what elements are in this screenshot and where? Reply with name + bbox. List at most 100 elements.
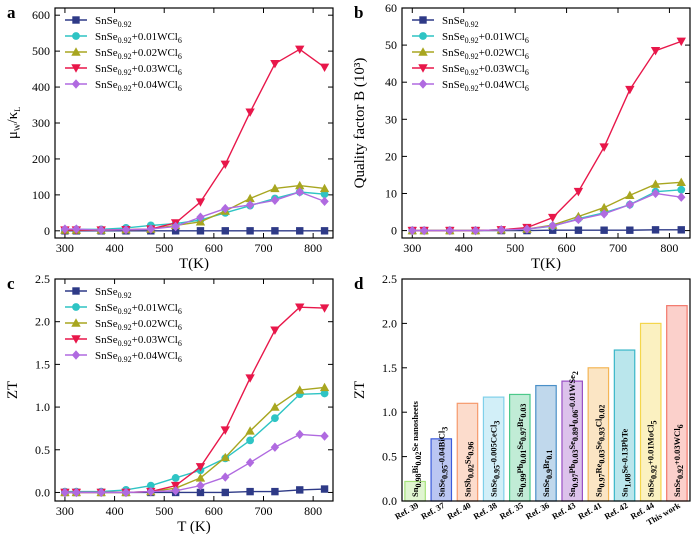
data-point <box>220 160 230 170</box>
data-point <box>221 227 229 235</box>
legend-marker <box>72 287 80 295</box>
data-point <box>72 224 81 234</box>
y-tick-label: 0 <box>44 224 50 238</box>
category-label: Ref. 38 <box>472 500 499 521</box>
legend-marker <box>418 79 428 89</box>
data-point <box>445 225 455 236</box>
y-tick-label: 400 <box>32 80 50 94</box>
data-point <box>220 452 230 462</box>
data-point <box>650 179 661 188</box>
legend-marker <box>71 47 81 56</box>
data-point <box>171 474 180 482</box>
data-point <box>320 389 329 398</box>
data-point <box>295 429 304 440</box>
panel-label: a <box>7 3 16 22</box>
plot-frame <box>54 7 334 239</box>
y-axis-label: ZT <box>352 381 368 399</box>
x-tick-label: 800 <box>660 241 678 255</box>
data-point <box>245 457 255 468</box>
data-point <box>319 183 330 193</box>
data-point <box>574 214 583 225</box>
data-point <box>270 326 280 335</box>
x-tick-label: 300 <box>56 241 74 255</box>
data-point <box>171 486 180 496</box>
y-tick-label: 20 <box>385 149 397 163</box>
y-tick-label: 0 <box>391 224 397 238</box>
legend: SnSe0.92 SnSe0.92+0.01WCl6 SnSe0.92+0.02WC… <box>65 286 182 364</box>
x-tick-label: 600 <box>558 241 576 255</box>
data-point <box>196 488 205 497</box>
data-point <box>96 487 106 498</box>
legend-entry: SnSe0.92+0.02WCl6 <box>442 47 529 61</box>
y-tick-label: 0.0 <box>35 485 50 499</box>
bar-label: SnSe0.95-0.04BiCl3 <box>436 427 449 497</box>
legend-entry: SnSe0.92+0.04WCl6 <box>95 79 182 93</box>
y-tick-label: 100 <box>32 188 50 202</box>
legend-marker <box>72 16 80 24</box>
y-tick-label: 1.5 <box>382 361 397 375</box>
bar-label: Sn0.98Bi0.02Se nanosheets <box>410 401 423 497</box>
y-axis-label: ZT <box>5 381 21 399</box>
bar-label: SnSe0.9Br0.1 <box>541 450 554 497</box>
data-point <box>626 226 634 234</box>
legend-marker <box>72 32 80 40</box>
data-point <box>320 196 329 207</box>
y-tick-label: 2.0 <box>35 315 50 329</box>
bar-group: Sn0.98Bi0.02Se nanosheets Ref. 39 <box>393 401 426 521</box>
data-point <box>60 224 70 234</box>
data-point <box>195 473 206 482</box>
category-label: Ref. 37 <box>419 500 447 522</box>
legend-entry: SnSe0.92 <box>442 15 479 29</box>
data-point <box>245 108 255 117</box>
y-tick-label: 600 <box>32 8 50 22</box>
data-point <box>121 487 131 498</box>
data-point <box>221 203 230 214</box>
legend-entry: SnSe0.92+0.03WCl6 <box>442 63 529 77</box>
x-tick-label: 500 <box>155 504 173 518</box>
legend-marker <box>71 350 81 360</box>
legend-marker <box>71 335 81 344</box>
legend: SnSe0.92 SnSe0.92+0.01WCl6 SnSe0.92+0.02WC… <box>412 15 529 93</box>
panel-label: d <box>354 274 364 293</box>
data-point <box>270 60 280 69</box>
data-point <box>245 374 255 383</box>
data-point <box>296 227 304 235</box>
data-point <box>295 303 305 312</box>
data-point <box>522 224 532 234</box>
y-axis-label: Quality factor B (10³) <box>352 58 368 189</box>
y-tick-label: 10 <box>385 186 397 200</box>
data-point <box>195 463 206 472</box>
data-point <box>650 46 661 56</box>
data-point <box>60 487 70 498</box>
data-point <box>270 442 280 452</box>
series-line <box>64 184 325 231</box>
legend-entry: SnSe0.92+0.01WCl6 <box>95 31 182 45</box>
y-tick-label: 2.5 <box>35 272 50 286</box>
series-5 <box>60 429 329 498</box>
data-point <box>497 225 506 235</box>
panel-a: 300 400 500 600 700 800 0 100 200 300 400 500 600 SnS… <box>5 3 334 272</box>
data-point <box>121 225 131 235</box>
legend-entry: SnSe0.92+0.04WCl6 <box>95 350 182 364</box>
bar-label: SnSe0.92+0.01MoCl5 <box>646 421 659 497</box>
bar-group: SnSe0.95-0.04BiCl3 Ref. 37 <box>419 427 453 522</box>
data-point <box>72 487 81 498</box>
bar-label: Sn0.97Pb0.03Se0.89I0.06-0.01WSe2 <box>567 371 580 497</box>
legend-marker <box>71 318 81 327</box>
legend: SnSe0.92 SnSe0.92+0.01WCl6 SnSe0.92+0.02WC… <box>65 15 182 93</box>
x-tick-label: 800 <box>304 504 322 518</box>
y-tick-label: 300 <box>32 116 50 130</box>
data-point <box>246 436 254 445</box>
data-point <box>600 226 608 234</box>
series-line <box>412 181 682 232</box>
x-tick-label: 400 <box>455 241 473 255</box>
category-label: Ref. 39 <box>393 500 420 521</box>
data-point <box>220 426 230 435</box>
legend-entry: SnSe0.92+0.03WCl6 <box>95 334 182 348</box>
data-point <box>270 183 280 193</box>
y-tick-label: 30 <box>385 112 397 126</box>
series-line <box>64 433 325 494</box>
data-point <box>574 226 583 234</box>
legend-marker <box>419 32 427 40</box>
